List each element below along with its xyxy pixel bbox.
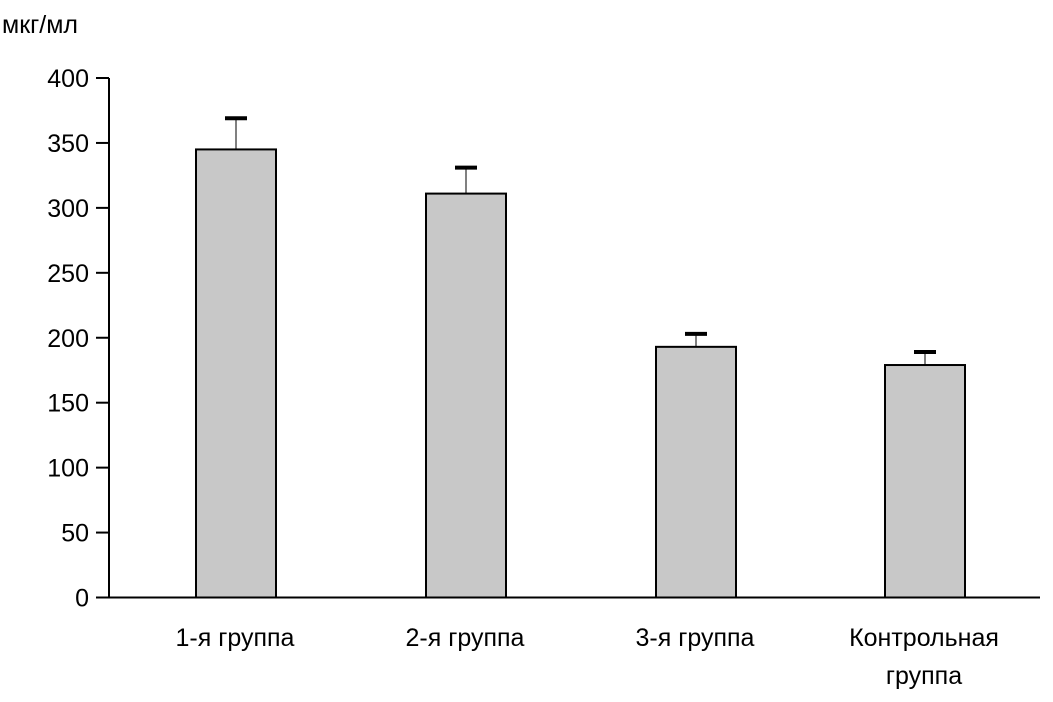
bar: [195, 148, 277, 599]
bar: [884, 364, 966, 599]
x-tick-label: 3-я группа: [636, 624, 755, 652]
x-tick-label: 1-я группа: [176, 624, 295, 652]
bar: [425, 192, 507, 599]
y-tick-label: 400: [47, 65, 89, 93]
x-tick-label: 2-я группа: [406, 624, 525, 652]
y-tick-label: 200: [47, 325, 89, 353]
y-tick-label: 100: [47, 455, 89, 483]
y-tick-label: 50: [61, 520, 89, 548]
y-tick-label: 150: [47, 390, 89, 418]
y-tick-label: 350: [47, 130, 89, 158]
x-tick-label: группа: [886, 662, 962, 690]
y-tick-label: 250: [47, 260, 89, 288]
y-tick-label: 300: [47, 195, 89, 223]
y-tick-label: 0: [75, 585, 89, 613]
x-tick-label: Контрольная: [849, 624, 999, 652]
bar: [655, 345, 737, 599]
y-axis-label: мкг/мл: [2, 11, 78, 39]
